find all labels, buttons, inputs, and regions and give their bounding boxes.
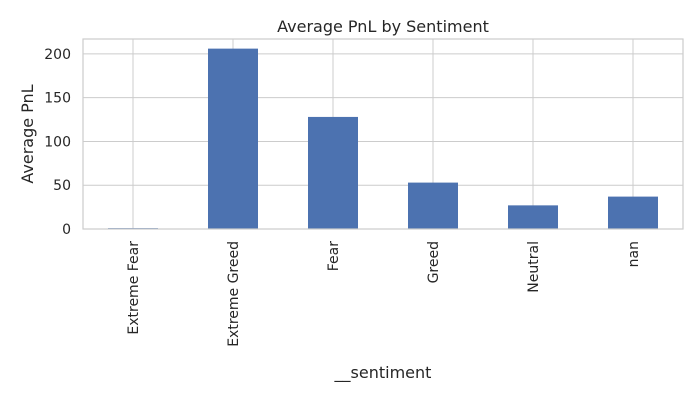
y-tick-label: 150: [44, 91, 71, 107]
y-tick-label: 0: [62, 222, 71, 238]
bar-greed: [408, 182, 458, 229]
x-tick-label: Extreme Fear: [126, 241, 142, 335]
x-tick-label: Fear: [326, 241, 342, 271]
y-tick-label: 200: [44, 47, 71, 63]
x-tick-label: Neutral: [526, 241, 542, 293]
y-tick-labels: 0 50 100 150 200: [44, 47, 71, 238]
bar-nan: [608, 196, 658, 229]
gridlines: [83, 39, 683, 230]
y-tick-label: 100: [44, 134, 71, 150]
x-tick-label: Greed: [426, 241, 442, 283]
bars: [108, 48, 658, 230]
y-axis-label: Average PnL: [18, 84, 37, 183]
bar-neutral: [508, 205, 558, 229]
x-tick-label: nan: [626, 241, 642, 267]
bar-extreme-greed: [208, 48, 258, 230]
x-axis-label: __sentiment: [334, 363, 432, 383]
plot-frame: [82, 38, 684, 230]
y-tick-label: 50: [53, 178, 71, 194]
bar-fear: [308, 116, 358, 229]
x-tick-labels: Extreme Fear Extreme Greed Fear Greed Neutra…: [126, 241, 642, 347]
chart-title: Average PnL by Sentiment: [277, 17, 489, 36]
x-tick-label: Extreme Greed: [226, 241, 242, 347]
